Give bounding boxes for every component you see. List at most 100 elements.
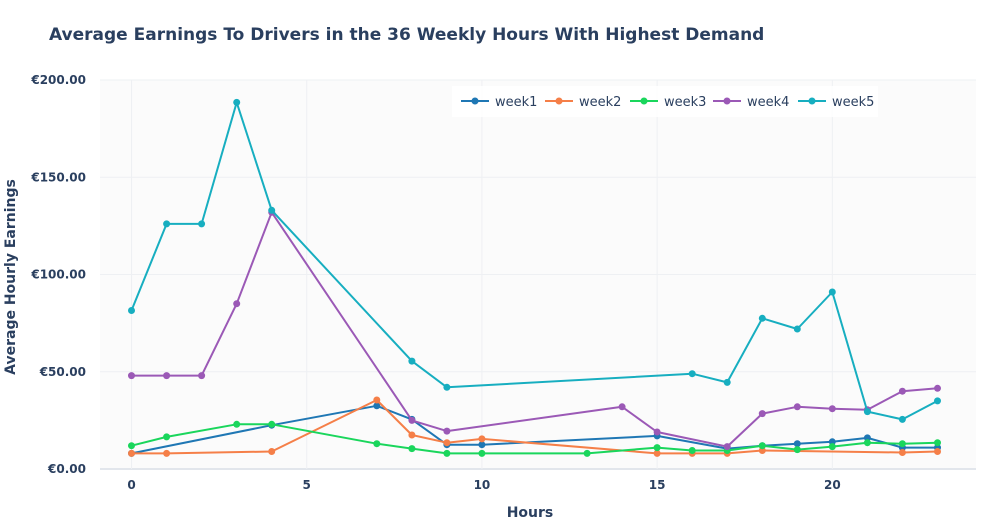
data-point-week3[interactable] bbox=[653, 444, 661, 452]
data-point-week3[interactable] bbox=[268, 420, 276, 428]
data-point-week4[interactable] bbox=[408, 416, 416, 424]
data-point-week2[interactable] bbox=[163, 449, 171, 457]
series-week4 bbox=[128, 208, 941, 451]
legend[interactable]: week1 week2 week3 week4 week5 bbox=[452, 86, 878, 117]
data-point-week1[interactable] bbox=[863, 434, 871, 442]
legend-swatch-marker bbox=[555, 97, 563, 105]
y-axis-title: Average Hourly Earnings bbox=[3, 179, 19, 375]
data-point-week5[interactable] bbox=[233, 98, 241, 106]
x-tick-label: 5 bbox=[303, 478, 311, 492]
data-point-week5[interactable] bbox=[863, 408, 871, 416]
legend-label: week2 bbox=[579, 95, 621, 110]
legend-label: week5 bbox=[832, 95, 874, 110]
data-point-week4[interactable] bbox=[793, 403, 801, 411]
data-point-week2[interactable] bbox=[934, 448, 941, 455]
legend-swatch-marker bbox=[640, 97, 648, 105]
y-tick-label: €50.00 bbox=[39, 365, 86, 379]
legend-item-week4[interactable]: week4 bbox=[713, 95, 789, 110]
data-point-week5[interactable] bbox=[163, 220, 171, 228]
y-tick-label: €0.00 bbox=[47, 462, 86, 476]
x-tick-label: 20 bbox=[824, 478, 841, 492]
grid bbox=[100, 79, 976, 470]
legend-item-week2[interactable]: week2 bbox=[545, 95, 621, 110]
data-point-week4[interactable] bbox=[198, 372, 206, 380]
data-point-week2[interactable] bbox=[653, 449, 661, 457]
data-point-week3[interactable] bbox=[408, 445, 416, 453]
data-point-week3[interactable] bbox=[373, 440, 381, 448]
data-point-week2[interactable] bbox=[408, 431, 416, 439]
legend-label: week3 bbox=[664, 95, 706, 110]
data-point-week3[interactable] bbox=[934, 439, 941, 447]
data-point-week3[interactable] bbox=[443, 449, 451, 457]
series-line-week4 bbox=[131, 211, 938, 448]
data-point-week2[interactable] bbox=[758, 447, 766, 454]
series-week5 bbox=[128, 98, 941, 423]
data-point-week5[interactable] bbox=[793, 325, 801, 333]
data-point-week1[interactable] bbox=[828, 438, 836, 446]
data-point-week5[interactable] bbox=[723, 378, 731, 386]
data-point-week2[interactable] bbox=[268, 448, 276, 455]
data-point-week3[interactable] bbox=[163, 433, 171, 441]
x-tick-label: 10 bbox=[474, 478, 491, 492]
data-point-week2[interactable] bbox=[443, 439, 451, 447]
data-point-week2[interactable] bbox=[478, 435, 486, 443]
data-point-week3[interactable] bbox=[793, 446, 801, 454]
data-point-week4[interactable] bbox=[163, 372, 171, 380]
data-point-week5[interactable] bbox=[898, 415, 906, 423]
data-point-week1[interactable] bbox=[478, 441, 486, 449]
data-point-week3[interactable] bbox=[583, 449, 591, 457]
legend-label: week1 bbox=[495, 95, 537, 110]
x-tick-label: 15 bbox=[649, 478, 666, 492]
data-point-week5[interactable] bbox=[758, 314, 766, 322]
data-point-week5[interactable] bbox=[934, 397, 941, 405]
data-point-week4[interactable] bbox=[934, 384, 941, 392]
legend-swatch-marker bbox=[471, 97, 479, 105]
data-point-week4[interactable] bbox=[618, 403, 626, 411]
series-week3 bbox=[128, 420, 941, 457]
x-axis-title: Hours bbox=[507, 505, 554, 521]
data-point-week2[interactable] bbox=[128, 449, 135, 457]
data-point-week5[interactable] bbox=[828, 288, 836, 296]
data-point-week1[interactable] bbox=[373, 402, 381, 410]
series-line-week3 bbox=[131, 423, 938, 455]
data-point-week3[interactable] bbox=[828, 443, 836, 451]
data-point-week4[interactable] bbox=[898, 387, 906, 395]
data-point-week5[interactable] bbox=[408, 357, 416, 365]
data-point-week5[interactable] bbox=[198, 220, 206, 228]
series-week2 bbox=[128, 396, 941, 457]
y-tick-label: €200.00 bbox=[30, 73, 86, 87]
data-point-week4[interactable] bbox=[653, 428, 661, 436]
legend-item-week1[interactable]: week1 bbox=[461, 95, 537, 110]
chart-title: Average Earnings To Drivers in the 36 We… bbox=[49, 25, 764, 45]
data-point-week3[interactable] bbox=[758, 442, 766, 450]
data-point-week2[interactable] bbox=[898, 449, 906, 456]
data-point-week4[interactable] bbox=[828, 405, 836, 413]
data-point-week3[interactable] bbox=[128, 442, 135, 450]
axis-ticks: €0.00 €50.00 €100.00 €150.00 €200.00 0 5 10 15 20 bbox=[30, 73, 840, 492]
data-point-week3[interactable] bbox=[863, 439, 871, 447]
data-point-week4[interactable] bbox=[758, 410, 766, 418]
data-point-week5[interactable] bbox=[688, 370, 696, 378]
data-point-week2[interactable] bbox=[373, 396, 381, 404]
data-point-week3[interactable] bbox=[233, 420, 241, 428]
data-point-week5[interactable] bbox=[268, 206, 276, 214]
data-point-week4[interactable] bbox=[233, 300, 241, 308]
data-point-week3[interactable] bbox=[688, 447, 696, 454]
data-point-week3[interactable] bbox=[478, 449, 486, 457]
x-tick-label: 0 bbox=[127, 478, 135, 492]
data-point-week3[interactable] bbox=[898, 440, 906, 448]
data-point-week1[interactable] bbox=[793, 440, 801, 448]
data-point-week4[interactable] bbox=[128, 372, 135, 380]
data-point-week5[interactable] bbox=[443, 383, 451, 391]
data-point-week4[interactable] bbox=[443, 427, 451, 435]
data-point-week4[interactable] bbox=[723, 443, 731, 451]
legend-item-week3[interactable]: week3 bbox=[630, 95, 706, 110]
legend-swatch-marker bbox=[808, 97, 816, 105]
data-point-week5[interactable] bbox=[128, 307, 135, 314]
legend-swatch-marker bbox=[723, 97, 731, 105]
legend-item-week5[interactable]: week5 bbox=[798, 95, 874, 110]
series-lines bbox=[128, 98, 941, 457]
series-line-week1 bbox=[131, 404, 938, 455]
